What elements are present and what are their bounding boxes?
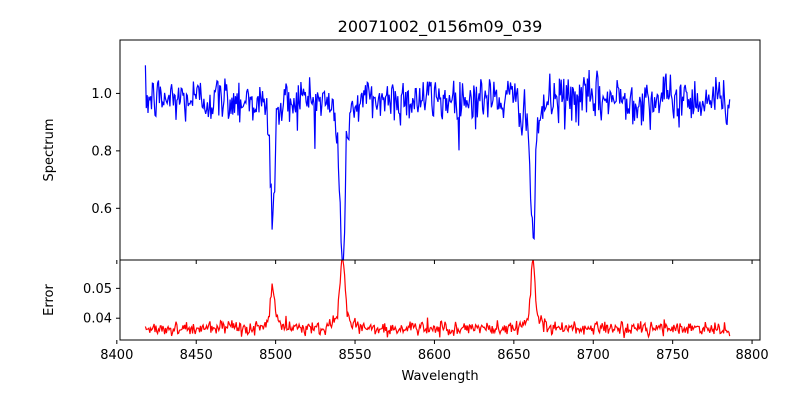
error-x-ticks: 8400 8450 8500 8550 8600 8650 8700 8750 8800 xyxy=(100,340,769,363)
error-y-tick-label: 0.04 xyxy=(83,312,112,327)
error-x-tick-label: 8750 xyxy=(656,348,689,363)
error-series-line xyxy=(144,260,731,339)
error-x-tick-label: 8650 xyxy=(497,348,530,363)
error-x-tick-label: 8500 xyxy=(259,348,292,363)
spectrum-y-tick-label: 0.6 xyxy=(91,202,112,217)
x-axis-label: Wavelength xyxy=(401,369,478,384)
spectrum-panel: 0.6 0.8 1.0 Spectrum xyxy=(42,39,761,264)
spectrum-x-ticks xyxy=(116,260,753,264)
spectrum-y-axis-label: Spectrum xyxy=(42,119,57,182)
error-x-tick-label: 8450 xyxy=(180,348,213,363)
error-y-ticks: 0.04 0.05 xyxy=(83,282,120,327)
error-axes-frame xyxy=(119,259,761,341)
error-panel: 0.04 0.05 8400 8450 8500 8550 8600 8650 8700 875… xyxy=(42,259,769,384)
error-y-tick-label: 0.05 xyxy=(83,282,112,297)
error-x-tick-label: 8700 xyxy=(577,348,610,363)
error-y-axis-label: Error xyxy=(42,284,57,316)
error-x-tick-label: 8400 xyxy=(100,348,133,363)
chart-title: 20071002_0156m09_039 xyxy=(338,17,543,37)
spectrum-y-tick-label: 0.8 xyxy=(91,144,112,159)
spectrum-y-tick-label: 1.0 xyxy=(91,87,112,102)
spectrum-y-ticks: 0.6 0.8 1.0 xyxy=(91,87,120,217)
spectrum-series-line xyxy=(144,65,731,260)
error-x-tick-label: 8800 xyxy=(736,348,769,363)
error-x-tick-label: 8600 xyxy=(418,348,451,363)
error-x-tick-label: 8550 xyxy=(338,348,371,363)
